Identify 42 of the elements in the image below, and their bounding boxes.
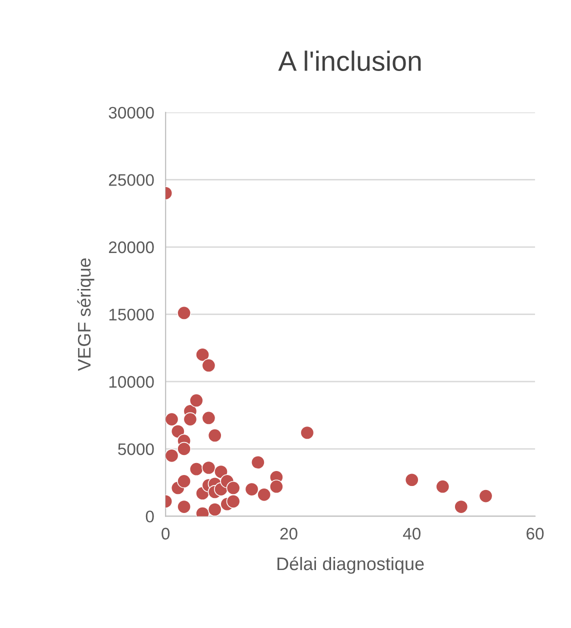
x-tick-label: 60 [526,528,544,540]
y-tick-label: 25000 [108,174,154,186]
point [214,464,228,479]
point [300,426,314,440]
point [226,480,240,495]
point [189,462,204,476]
point [208,502,222,516]
point [189,393,204,408]
point [454,500,468,514]
point [177,474,192,488]
x-tick-label: 40 [402,528,420,540]
point [404,472,419,487]
point [244,482,259,496]
point [166,412,179,426]
point [166,448,179,463]
y-axis-title: VEGF sérique [77,258,94,371]
y-tick-label: 10000 [109,376,154,388]
point [177,306,192,320]
chart-title: A l'inclusion [278,50,421,72]
y-tick-label: 30000 [108,106,154,119]
x-tick-label: 20 [280,528,298,540]
x-tick-label: 0 [162,528,170,540]
y-tick-label: 5000 [118,443,154,456]
point [183,412,198,426]
y-tick-label: 20000 [108,241,154,254]
point [436,480,450,494]
point [208,428,222,442]
point [478,489,493,504]
point [226,494,240,508]
point [269,480,284,494]
point [202,460,216,475]
y-tick-label: 15000 [109,308,154,321]
point [170,424,185,438]
point [202,410,216,425]
point [196,348,210,362]
point [250,455,265,470]
point [202,358,216,372]
point [177,442,192,456]
point [177,500,192,514]
point [257,488,272,502]
x-axis-title: Délai diagnostique [278,556,424,574]
y-tick-label: 0 [146,510,154,522]
